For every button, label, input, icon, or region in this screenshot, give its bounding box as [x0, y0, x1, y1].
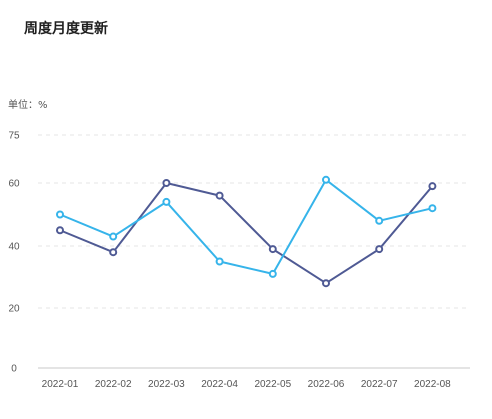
y-tick-label: 40: [8, 242, 20, 253]
series-1-point: [428, 182, 437, 191]
x-tick-label: 2022-04: [201, 379, 238, 390]
chart-title: 周度月度更新: [24, 21, 108, 37]
x-tick-label: 2022-03: [148, 379, 185, 390]
series-1-point: [375, 245, 384, 254]
series-2-point: [215, 257, 224, 266]
x-tick-label: 2022-01: [42, 379, 79, 390]
series-2-point: [109, 232, 118, 241]
series-2-line: [59, 178, 433, 275]
x-tick-label: 2022-05: [254, 379, 291, 390]
series-2-point: [322, 175, 330, 184]
unit-label: 单位：%: [8, 100, 48, 111]
y-tick-label: 0: [11, 364, 17, 375]
series-2-point: [56, 210, 64, 219]
series-1-point: [268, 245, 277, 254]
y-tick-label: 75: [8, 131, 20, 142]
series-1-point: [109, 248, 118, 257]
x-tick-label: 2022-07: [361, 379, 398, 390]
x-tick-label: 2022-08: [414, 379, 451, 390]
series-2-point: [375, 216, 384, 225]
series-1-point: [162, 179, 171, 187]
x-tick-label: 2022-02: [95, 379, 132, 390]
series-1-point: [215, 191, 224, 200]
y-tick-label: 20: [8, 304, 20, 315]
series-2-point: [162, 197, 171, 206]
series-2-point: [268, 269, 277, 278]
series-1-line: [59, 182, 434, 285]
x-tick-label: 2022-06: [308, 379, 345, 390]
y-tick-label: 60: [8, 179, 20, 190]
series-1-point: [322, 279, 330, 288]
series-2-point: [428, 204, 437, 213]
series-1-point: [56, 226, 64, 235]
